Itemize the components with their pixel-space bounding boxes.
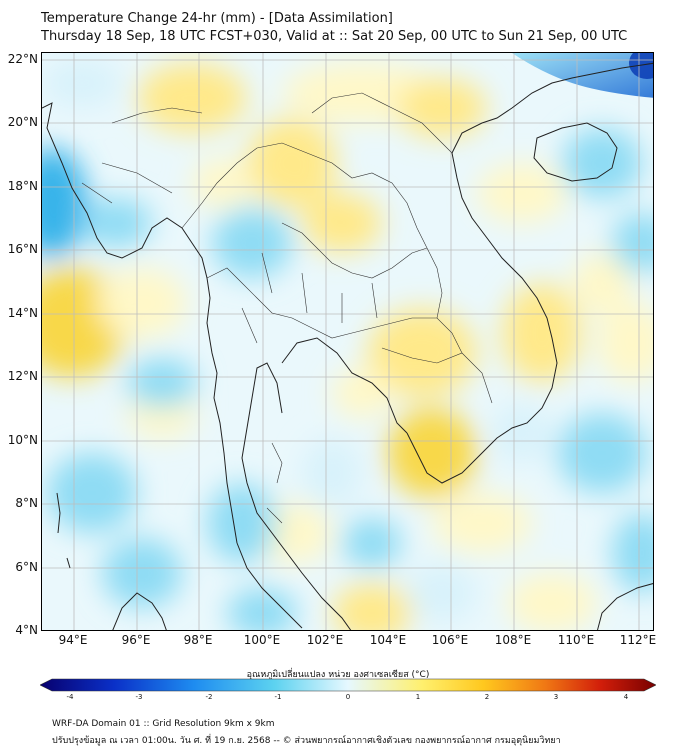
colorbar-tick-3: 3 — [553, 693, 559, 701]
lon-label-94e: 94°E — [58, 633, 88, 647]
field-patch — [42, 58, 122, 108]
field-patch — [82, 198, 152, 248]
field-patch — [387, 408, 477, 498]
field-patch — [507, 573, 597, 630]
field-patch — [492, 403, 552, 463]
field-patch — [47, 453, 137, 533]
field-patch — [612, 513, 653, 593]
field-patch — [407, 563, 477, 623]
colorbar-tick-2: 2 — [484, 693, 490, 701]
cold-core-northeast — [629, 53, 653, 79]
colorbar-tick-m1: -1 — [274, 693, 282, 701]
field-patch — [572, 253, 632, 313]
lat-label-12n: 12°N — [7, 369, 38, 383]
chart-subtitle: Thursday 18 Sep, 18 UTC FCST+030, Valid … — [41, 29, 628, 44]
field-patch — [247, 118, 337, 208]
field-patch — [332, 368, 392, 418]
field-patch — [332, 583, 412, 630]
lat-label-14n: 14°N — [7, 306, 38, 320]
field-patch — [127, 358, 197, 408]
colorbar-tick-4: 4 — [623, 693, 629, 701]
colorbar-title: อุณหภูมิเปลี่ยนแปลง หน่วย องศาเซลเซียส (… — [246, 670, 430, 680]
field-patch — [612, 213, 653, 273]
field-patch — [557, 413, 647, 493]
field-patch — [342, 518, 402, 568]
colorbar-tick-m4: -4 — [66, 693, 74, 701]
colorbar-gradient — [40, 678, 656, 692]
field-patch — [102, 538, 182, 608]
lat-label-6n: 6°N — [15, 560, 38, 574]
lat-label-4n: 4°N — [15, 623, 38, 637]
temperature-change-map — [42, 53, 653, 630]
lon-label-108e: 108°E — [494, 633, 532, 647]
field-patch — [227, 588, 297, 630]
field-patch — [302, 193, 382, 253]
lat-label-18n: 18°N — [7, 179, 38, 193]
lat-label-8n: 8°N — [15, 496, 38, 510]
lat-label-16n: 16°N — [7, 242, 38, 256]
field-patch — [137, 63, 247, 133]
field-patch — [397, 78, 487, 138]
field-patch — [432, 493, 532, 553]
field-patch — [207, 483, 277, 563]
field-patch — [42, 148, 87, 258]
colorbar-tick-m3: -3 — [135, 693, 143, 701]
chart-title: Temperature Change 24-hr (mm) - [Data As… — [41, 11, 393, 26]
lon-label-96e: 96°E — [121, 633, 151, 647]
map-panel — [41, 52, 654, 631]
colorbar — [40, 678, 656, 692]
lat-label-10n: 10°N — [7, 433, 38, 447]
colorbar-tick-1: 1 — [415, 693, 421, 701]
colorbar-tick-m2: -2 — [205, 693, 213, 701]
lon-label-106e: 106°E — [431, 633, 469, 647]
lon-label-100e: 100°E — [243, 633, 281, 647]
graticule — [42, 53, 653, 630]
colorbar-tick-0: 0 — [345, 693, 351, 701]
lon-label-110e: 110°E — [557, 633, 595, 647]
field-patch — [502, 283, 582, 383]
lat-label-22n: 22°N — [7, 52, 38, 66]
field-patch — [97, 268, 187, 338]
admin-borders — [81, 92, 493, 524]
lat-label-20n: 20°N — [7, 115, 38, 129]
lon-label-98e: 98°E — [183, 633, 213, 647]
field-patch — [212, 208, 292, 278]
lon-label-112e: 112°E — [619, 633, 657, 647]
footer-grid-info: WRF-DA Domain 01 :: Grid Resolution 9km … — [52, 719, 275, 729]
lon-label-104e: 104°E — [369, 633, 407, 647]
field-patch — [192, 158, 252, 208]
coastlines — [42, 62, 653, 630]
temperature-field — [42, 58, 653, 630]
field-patch — [562, 128, 642, 198]
field-patch — [302, 438, 362, 508]
lon-label-102e: 102°E — [306, 633, 344, 647]
field-patch — [477, 163, 567, 223]
footer-credit: ปรับปรุงข้อมูล ณ เวลา 01:00น. วัน ศ. ที่… — [52, 736, 561, 746]
